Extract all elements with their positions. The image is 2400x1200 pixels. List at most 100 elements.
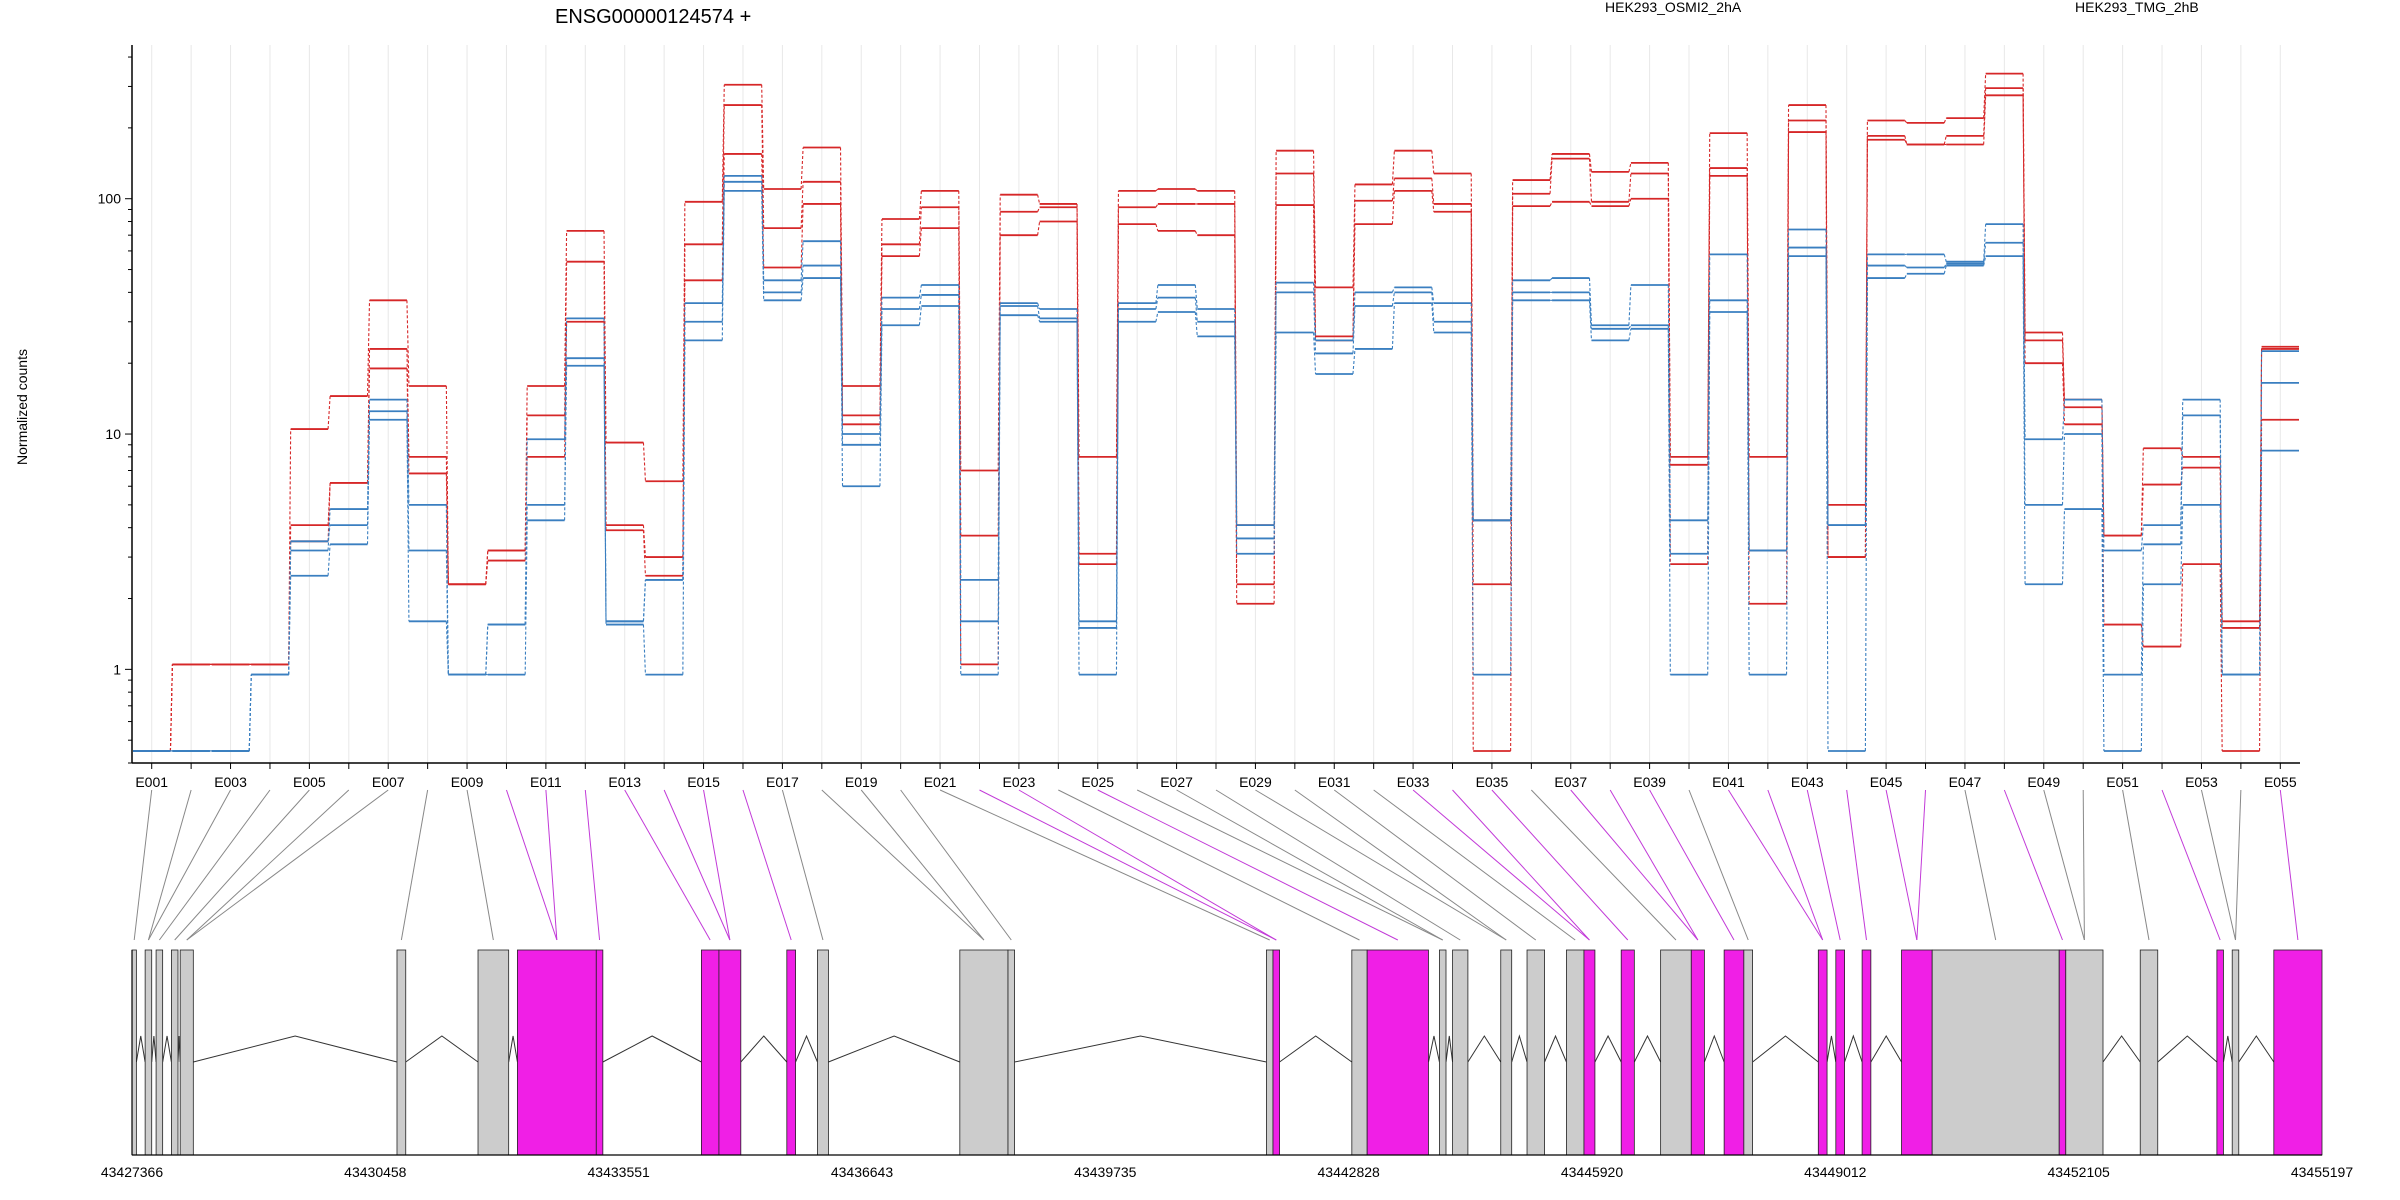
step-connector xyxy=(1076,221,1080,565)
step-connector xyxy=(1549,153,1553,181)
exon-connector-line xyxy=(1846,789,1867,941)
exon-connector-line xyxy=(1806,789,1841,941)
gene-model: 43427366 43430458 43433551 43436643 43439735… xyxy=(101,949,2353,1180)
step-connector xyxy=(642,579,646,622)
non-coding-exon-block xyxy=(144,949,153,1156)
step-connector xyxy=(485,560,489,585)
step-connector xyxy=(1588,201,1592,207)
step-connector xyxy=(800,265,804,293)
exon-connectors xyxy=(133,789,2299,941)
intron-line xyxy=(1633,1034,1662,1063)
intron-line xyxy=(1594,1034,1622,1063)
non-coding-exon-block xyxy=(1439,949,1447,1156)
step-connector xyxy=(1943,254,1947,262)
x-tick-label: E055 xyxy=(2264,774,2297,790)
x-tick-label: E013 xyxy=(608,774,641,790)
step-connector xyxy=(2219,504,2223,675)
step-connector xyxy=(1983,256,1987,266)
step-connector xyxy=(1194,297,1198,322)
step-connector xyxy=(1549,201,1553,207)
intron-line xyxy=(1870,1035,1902,1063)
step-connector xyxy=(1076,321,1080,675)
intron-line xyxy=(1826,1035,1837,1063)
step-connector xyxy=(248,674,252,751)
step-connector xyxy=(1943,265,1947,274)
non-coding-exon-block xyxy=(179,949,194,1156)
step-connector xyxy=(800,181,804,229)
step-connector xyxy=(918,207,922,245)
x-tick-label: E023 xyxy=(1003,774,1036,790)
step-connector xyxy=(1588,153,1593,172)
step-connector xyxy=(2180,467,2184,485)
step-connector xyxy=(800,241,804,281)
step-connector xyxy=(1313,332,1317,374)
step-connector xyxy=(2259,348,2263,628)
step-connector xyxy=(1234,336,1238,554)
exon-connector-line xyxy=(939,789,1270,941)
non-coding-exon-block xyxy=(1743,949,1753,1156)
exon-connector-line xyxy=(1412,789,1590,941)
x-tick-label: E015 xyxy=(687,774,720,790)
exon-connector-line xyxy=(1136,789,1443,941)
step-connector xyxy=(761,190,765,301)
coding-exon-block xyxy=(786,949,796,1156)
step-connector xyxy=(406,368,410,474)
intron-line xyxy=(1467,1035,1502,1063)
exon-connector-line xyxy=(860,789,985,941)
step-connector xyxy=(2101,399,2105,551)
step-connector xyxy=(1037,302,1041,310)
axes: 1 10 100 E001 E003 E005 E007 E009 E011 E013 E015 E0… xyxy=(98,45,2300,790)
non-coding-exon-block xyxy=(2065,949,2104,1156)
non-coding-exon-block xyxy=(396,949,407,1156)
step-connector xyxy=(445,550,449,675)
exon-connector-line xyxy=(2122,789,2150,941)
step-connector xyxy=(169,664,173,751)
x-tick-label: E053 xyxy=(2185,774,2218,790)
step-connector xyxy=(1076,318,1080,628)
step-connector xyxy=(1943,117,1947,124)
step-connector xyxy=(1313,150,1317,288)
step-connector xyxy=(2219,564,2223,751)
step-connector xyxy=(1904,135,1908,145)
step-connector xyxy=(1352,292,1356,341)
step-connector xyxy=(1983,242,1987,264)
exon-connector-line xyxy=(703,789,731,941)
step-connector xyxy=(1155,297,1159,310)
step-connector xyxy=(1588,158,1593,202)
step-connector xyxy=(2140,544,2144,675)
step-connector xyxy=(1983,73,1987,119)
legend-entry-osmi2: HEK293_OSMI2_2hA xyxy=(1605,0,1742,15)
step-connector xyxy=(879,308,883,435)
step-connector xyxy=(2101,509,2105,751)
intron-line xyxy=(1703,1034,1725,1063)
coding-exon-block xyxy=(2058,949,2067,1156)
step-connector xyxy=(1037,207,1041,213)
step-connector xyxy=(406,411,410,551)
x-tick-label: E027 xyxy=(1160,774,1193,790)
step-connector xyxy=(1352,305,1356,354)
step-connector xyxy=(1943,263,1947,268)
step-connector xyxy=(958,306,962,675)
y-tick-label: 1 xyxy=(113,661,121,677)
exon-connector-line xyxy=(2200,789,2236,941)
step-connector xyxy=(1313,173,1317,337)
coding-exon-block xyxy=(1272,949,1280,1156)
step-connector xyxy=(1391,292,1395,307)
exon-connector-line xyxy=(174,789,310,941)
exon-connector-line xyxy=(2082,789,2085,941)
step-connector xyxy=(2061,434,2066,505)
non-coding-exon-block xyxy=(171,949,179,1156)
step-connector xyxy=(445,621,449,675)
step-connector xyxy=(1588,300,1593,341)
exon-connector-line xyxy=(1688,789,1749,941)
step-connector xyxy=(406,300,410,387)
exon-connector-line xyxy=(821,789,985,941)
step-connector xyxy=(1037,315,1041,322)
step-connector xyxy=(1037,305,1041,319)
exon-connector-line xyxy=(781,789,824,941)
step-connector xyxy=(1431,287,1435,304)
intron-line xyxy=(602,1035,702,1063)
step-connector xyxy=(366,368,371,483)
step-connector xyxy=(2140,448,2144,536)
step-connector xyxy=(642,530,646,576)
